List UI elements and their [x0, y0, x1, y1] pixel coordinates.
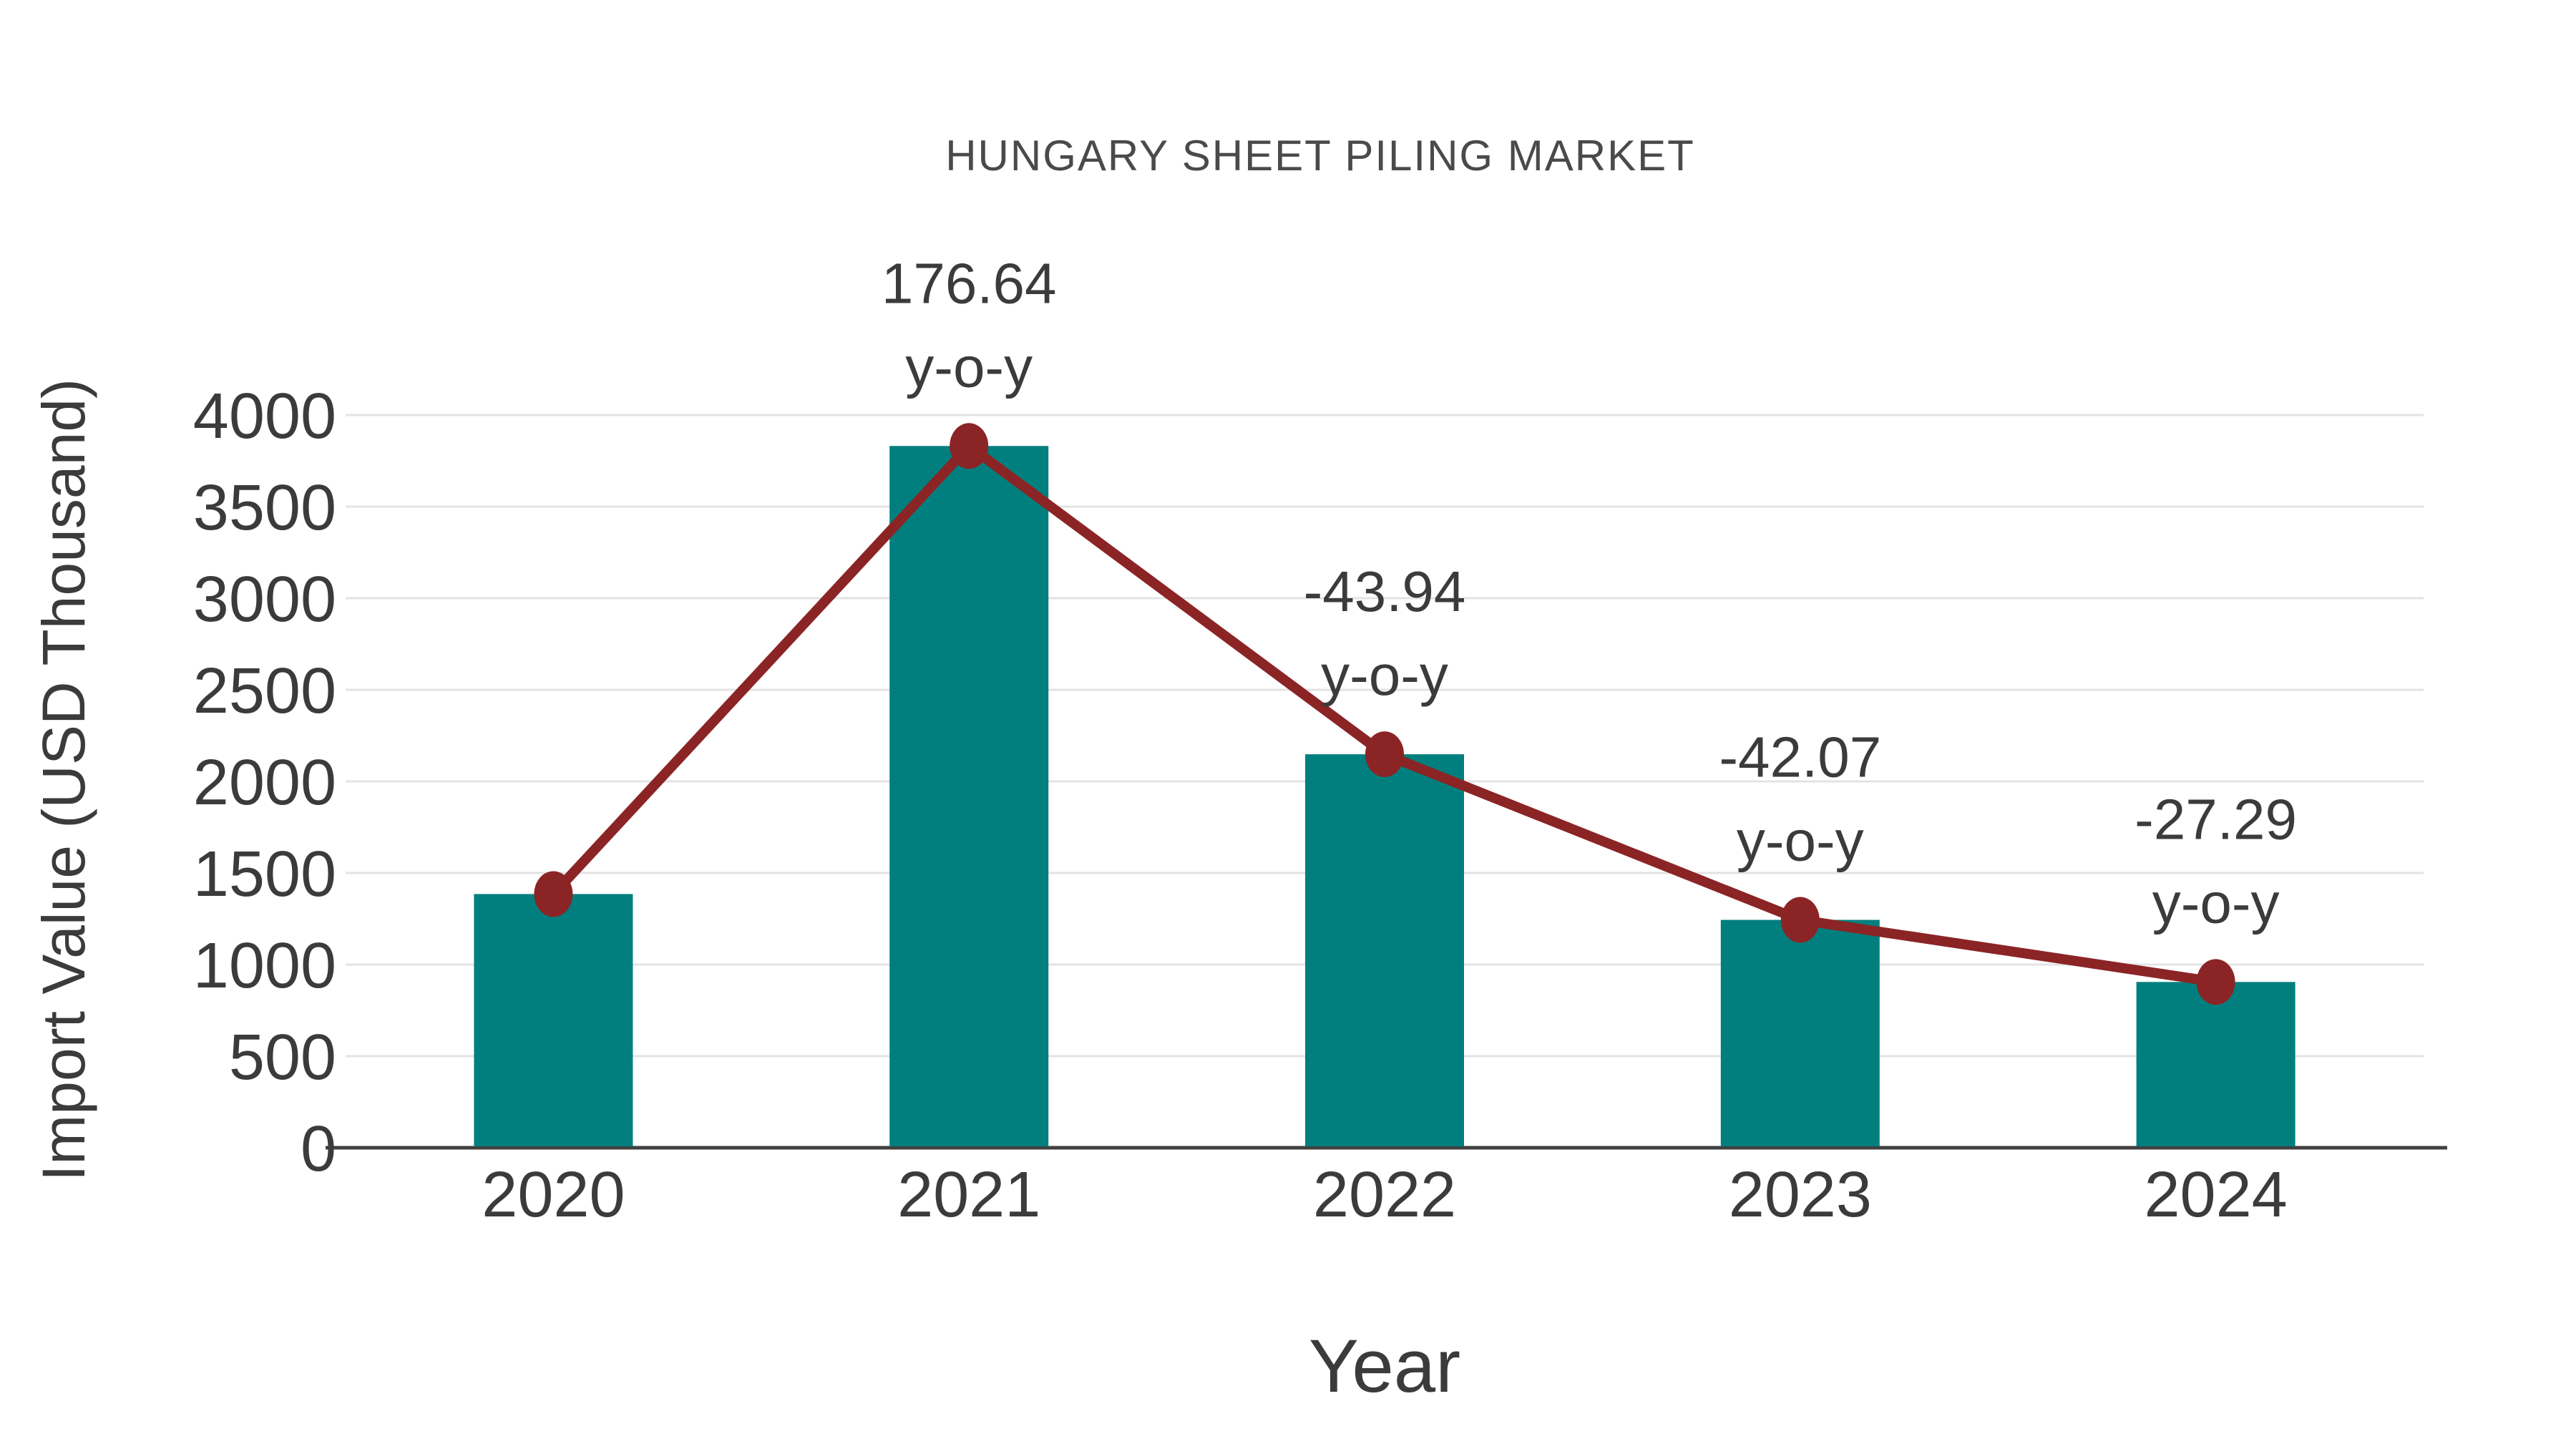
x-tick-label-2020: 2020 [482, 1159, 625, 1231]
y-axis-tick-labels: 0 500 1000 1500 2000 2500 3000 3500 4000 [193, 381, 336, 1185]
gridlines [326, 414, 2447, 1150]
x-axis-tick-labels: 2020 2021 2022 2023 2024 [482, 1159, 2287, 1231]
annotation-yoy-2023: y-o-y [1737, 809, 1864, 873]
bar-2023 [1720, 919, 1880, 1146]
y-tick-label-1500: 1500 [193, 839, 336, 910]
trend-marker-2023 [1780, 897, 1820, 943]
annotation-value-2022: -43.94 [1304, 560, 1466, 623]
y-tick-label-2500: 2500 [193, 655, 336, 727]
bar-2022 [1305, 754, 1464, 1146]
trend-marker-2022 [1365, 731, 1404, 778]
yoy-annotations: 176.64 y-o-y -43.94 y-o-y -42.07 y-o-y -27.29 y… [882, 251, 2297, 935]
annotation-value-2023: -42.07 [1719, 726, 1881, 789]
y-axis-title: Import Value (USD Thousand) [30, 379, 97, 1181]
x-tick-label-2024: 2024 [2144, 1159, 2287, 1231]
y-tick-label-1000: 1000 [193, 930, 336, 1002]
y-tick-label-500: 500 [229, 1022, 336, 1093]
y-tick-label-3500: 3500 [193, 472, 336, 544]
annotation-yoy-2022: y-o-y [1321, 643, 1448, 707]
x-tick-label-2022: 2022 [1313, 1159, 1456, 1231]
bar-2020 [474, 894, 633, 1146]
annotation-value-2021: 176.64 [882, 251, 1057, 315]
annotation-value-2024: -27.29 [2135, 787, 2297, 851]
annotation-yoy-2021: y-o-y [905, 335, 1033, 399]
trend-marker-2020 [534, 871, 573, 917]
bar-series [474, 446, 2296, 1146]
x-axis-title: Year [1309, 1324, 1460, 1408]
annotation-yoy-2024: y-o-y [2152, 871, 2280, 935]
y-tick-label-0: 0 [301, 1113, 336, 1185]
bar-2024 [2136, 982, 2296, 1146]
y-tick-label-2000: 2000 [193, 747, 336, 819]
trend-marker-2021 [950, 423, 989, 469]
chart-title: HUNGARY SHEET PILING MARKET [945, 132, 1695, 180]
x-tick-label-2023: 2023 [1729, 1159, 1872, 1231]
y-tick-label-4000: 4000 [193, 381, 336, 452]
bar-2021 [889, 446, 1049, 1146]
y-tick-label-3000: 3000 [193, 564, 336, 635]
x-tick-label-2021: 2021 [897, 1159, 1040, 1231]
trend-marker-2024 [2196, 959, 2235, 1005]
trend-line-series [534, 423, 2235, 1005]
